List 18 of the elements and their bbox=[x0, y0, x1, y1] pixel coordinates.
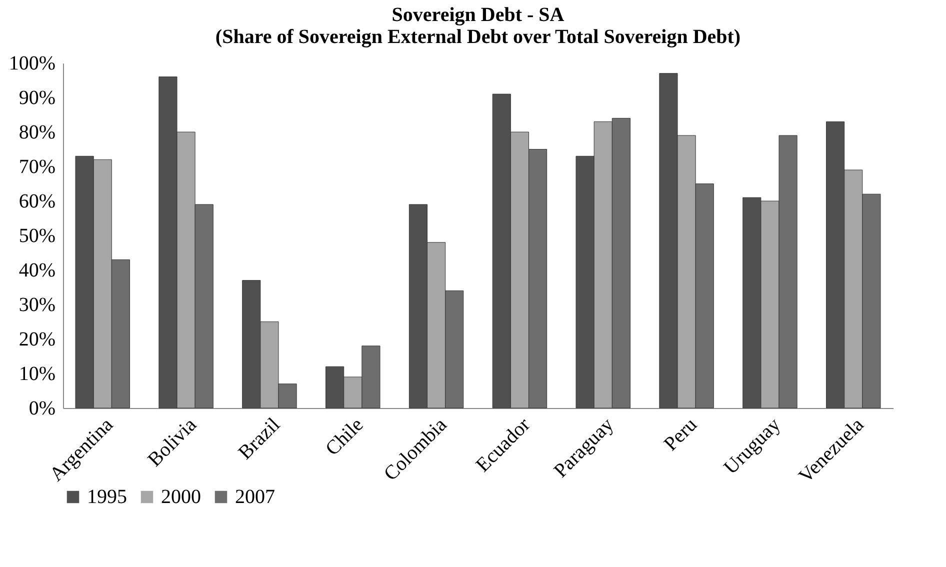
x-tick-label: Peru bbox=[660, 414, 702, 456]
legend-label: 1995 bbox=[87, 486, 127, 508]
y-tick-label: 60% bbox=[18, 190, 56, 212]
y-tick-label: 80% bbox=[18, 122, 56, 144]
legend-label: 2007 bbox=[235, 486, 275, 508]
y-tick-label: 10% bbox=[18, 363, 56, 385]
chart-title: Sovereign Debt - SA bbox=[392, 4, 565, 26]
y-tick-label: 50% bbox=[18, 225, 56, 247]
y-tick-label: 40% bbox=[18, 260, 56, 282]
y-tick-label: 100% bbox=[8, 52, 56, 74]
chart-subtitle: (Share of Sovereign External Debt over Total Sovereign Debt) bbox=[215, 26, 741, 48]
y-tick-label: 30% bbox=[18, 294, 56, 316]
y-tick-label: 70% bbox=[18, 156, 56, 178]
legend-label: 2000 bbox=[161, 486, 201, 508]
x-tick-label: Chile bbox=[322, 414, 368, 460]
y-tick-label: 0% bbox=[28, 398, 56, 420]
y-tick-label: 90% bbox=[18, 87, 56, 109]
y-tick-label: 20% bbox=[18, 328, 56, 350]
